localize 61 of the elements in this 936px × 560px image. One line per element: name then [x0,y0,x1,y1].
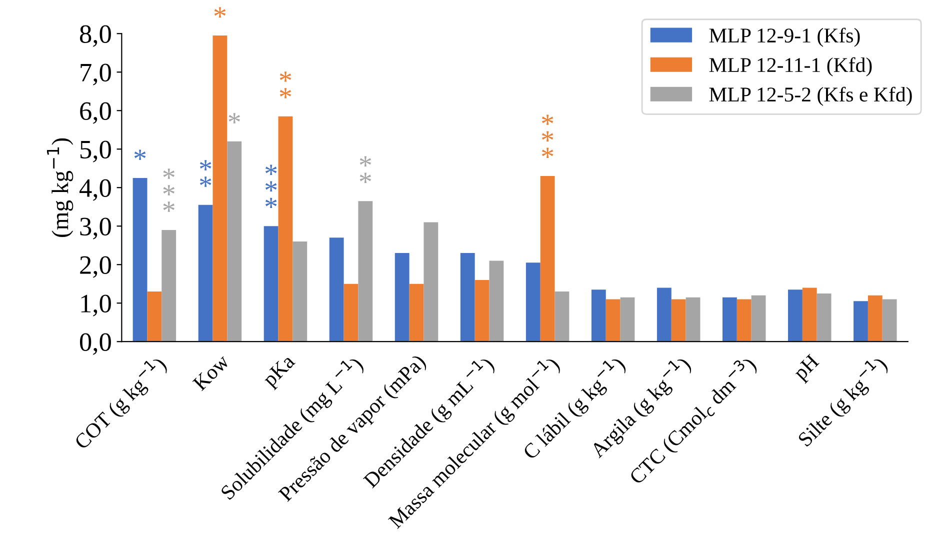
data-label: * * * [265,164,277,208]
y-tick-label: 5,0 [80,140,111,162]
y-tick-label: 8,0 [80,25,111,47]
bar [329,238,344,342]
bar [278,116,293,342]
data-label: * [134,150,146,160]
legend-label: MLP 12-5-2 (Kfs e Kfd) [709,86,912,106]
bar [722,297,737,342]
bar [554,292,570,342]
legend-label: MLP 12-9-1 (Kfs) [709,28,860,47]
bar [212,36,228,342]
y-tick-label: 6,0 [80,102,111,124]
bar [788,290,802,342]
bar [882,299,897,342]
bar [751,295,766,342]
bar [474,280,490,342]
x-tick-label: pKa [262,353,299,390]
bar [854,301,868,342]
data-label: * [228,113,240,124]
bar [460,253,475,342]
bar [358,201,373,342]
bar [540,176,555,342]
data-label: * * * [163,168,174,212]
bar [606,299,620,342]
bar [526,262,540,342]
y-tick-label: 0,0 [80,333,111,355]
bar [591,290,606,342]
bar [424,222,438,342]
bar [292,242,308,342]
y-tick-label: 4,0 [79,179,111,201]
bar [344,284,358,342]
data-label: * * [360,156,372,183]
bar [802,288,817,342]
bar [162,230,176,342]
bar [198,204,213,342]
data-label: * * [280,72,292,98]
bar [686,297,700,342]
bar [489,260,504,342]
bar [227,141,242,342]
bar [620,297,635,342]
data-label: * * * [542,114,554,158]
x-tick-label: Kow [192,353,230,392]
bar [264,226,278,342]
bar [394,253,410,342]
data-label: * * [200,160,212,187]
bar [409,284,424,342]
y-tick-label: 3,0 [80,218,111,240]
bar [671,299,686,342]
bar [736,299,752,342]
data-label: * [214,7,226,18]
y-tick-label: 7,0 [80,64,111,86]
y-axis-title: (mg kg$^{−1}$) [46,138,74,237]
x-tick-label: pH [792,354,823,384]
bar [816,293,832,342]
bar [132,178,148,342]
bar [147,292,162,342]
bar [868,295,882,342]
legend-label: MLP 12-11-1 (Kfd) [709,57,872,76]
y-tick-label: 2,0 [80,256,111,278]
bar [656,288,672,342]
y-tick-label: 1,0 [81,294,111,316]
